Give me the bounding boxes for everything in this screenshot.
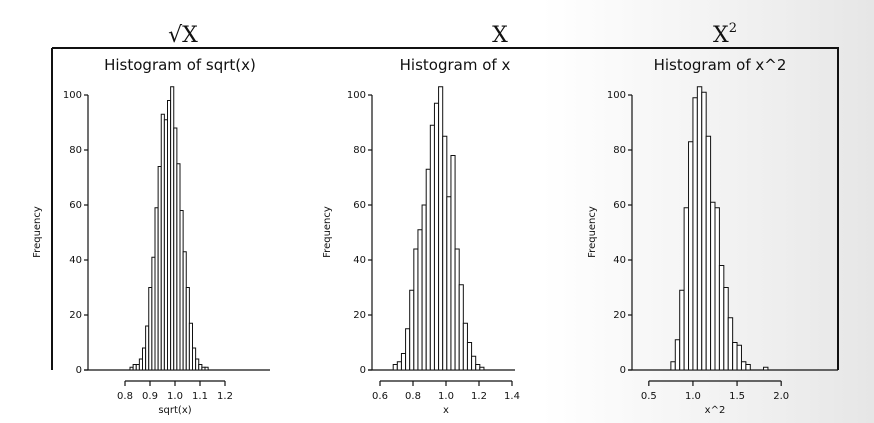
- top-label-sqrt: √X: [168, 23, 198, 48]
- histogram-bar: [204, 366, 209, 371]
- x-tick-label: 1.5: [729, 391, 745, 402]
- y-tick-label: 40: [69, 255, 82, 266]
- y-tick-label: 100: [607, 90, 626, 101]
- histogram-bar: [409, 289, 415, 371]
- histogram-bar: [710, 201, 716, 371]
- histogram-bar: [413, 248, 419, 371]
- top-label-x: X: [492, 23, 508, 48]
- x-tick-label: 1.2: [471, 391, 487, 402]
- y-tick-label: 20: [613, 310, 626, 321]
- chart-title: Histogram of x^2: [654, 56, 787, 74]
- panel-x: Histogram of x 0 20 40 60 80 100 Frequency 0.6 0…: [322, 56, 520, 416]
- x-tick-label: 1.0: [438, 391, 454, 402]
- figure-frame: [51, 47, 839, 370]
- y-tick-label: 20: [353, 310, 366, 321]
- histogram-bar: [450, 155, 456, 371]
- histogram-bar: [429, 124, 435, 371]
- panel-x-squared: Histogram of x^2 0 20 40 60 80 100 Frequency 0.…: [587, 56, 838, 416]
- chart-title: Histogram of sqrt(x): [104, 56, 256, 74]
- y-tick-label: 0: [360, 365, 366, 376]
- histogram-bar: [714, 207, 720, 371]
- y-tick-label: 40: [613, 255, 626, 266]
- y-axis-label: Frequency: [587, 206, 598, 258]
- histogram-bar: [696, 86, 703, 371]
- histogram-bar: [740, 361, 747, 371]
- histogram-bar: [392, 364, 398, 371]
- histogram-bar: [736, 344, 742, 371]
- histogram-bar: [723, 287, 729, 371]
- x-axis-label: sqrt(x): [158, 405, 191, 416]
- y-tick-label: 60: [353, 200, 366, 211]
- histogram-bar: [732, 342, 738, 371]
- top-labels: √X X X2: [168, 21, 737, 48]
- histogram-bar: [475, 364, 481, 371]
- x-tick-label: 1.0: [685, 391, 701, 402]
- x-tick-label: 0.9: [142, 391, 158, 402]
- histogram-bar: [421, 204, 427, 371]
- histogram-bar: [674, 339, 681, 371]
- histogram-bar: [454, 248, 460, 371]
- x-tick-label: 1.0: [167, 391, 183, 402]
- y-tick-label: 100: [63, 90, 82, 101]
- x-tick-label: 1.1: [192, 391, 208, 402]
- histogram-bar: [692, 97, 698, 371]
- histogram-bar: [763, 366, 769, 371]
- histogram-bar: [471, 355, 477, 371]
- x-tick-label: 1.2: [217, 391, 233, 402]
- histogram-bar: [479, 366, 485, 371]
- histogram-bar: [727, 317, 734, 371]
- histogram-bar: [417, 229, 423, 371]
- histogram-bar: [679, 289, 685, 371]
- x-tick-label: 0.8: [405, 391, 421, 402]
- histogram-bar: [683, 207, 690, 371]
- y-tick-label: 0: [76, 365, 82, 376]
- histogram-bar: [446, 196, 452, 371]
- histogram-bar: [438, 86, 444, 371]
- y-tick-label: 0: [620, 365, 626, 376]
- x-tick-label: 0.8: [117, 391, 133, 402]
- histogram-bar: [745, 364, 751, 371]
- histogram-bar: [405, 328, 411, 371]
- histogram-bar: [670, 361, 676, 371]
- y-tick-label: 20: [69, 310, 82, 321]
- histogram-bar: [718, 265, 725, 371]
- y-axis-label: Frequency: [32, 206, 43, 258]
- histogram-bar: [433, 102, 440, 371]
- histogram-bar: [396, 361, 402, 371]
- x-tick-label: 1.4: [504, 391, 520, 402]
- histogram-bar: [458, 284, 464, 371]
- x-tick-label: 2.0: [773, 391, 789, 402]
- histogram-bar: [188, 322, 193, 371]
- x-axis-label: x^2: [705, 405, 726, 416]
- x-tick-label: 0.5: [641, 391, 657, 402]
- histogram-bar: [688, 141, 694, 371]
- y-tick-label: 100: [347, 90, 366, 101]
- top-label-x-squared: X2: [713, 21, 737, 48]
- y-tick-label: 80: [353, 145, 366, 156]
- y-tick-label: 60: [69, 200, 82, 211]
- chart-title: Histogram of x: [400, 56, 511, 74]
- histogram-bar: [462, 322, 468, 371]
- histogram-bar: [442, 135, 448, 371]
- y-axis-label: Frequency: [322, 206, 333, 258]
- x-axis-label: x: [443, 405, 449, 416]
- y-tick-label: 60: [613, 200, 626, 211]
- panel-sqrt: Histogram of sqrt(x) 0 20 40 60 80 100 Frequen…: [32, 56, 270, 416]
- histogram-bar: [466, 342, 473, 371]
- y-tick-label: 80: [69, 145, 82, 156]
- histogram-bar: [400, 353, 407, 371]
- y-tick-label: 80: [613, 145, 626, 156]
- x-tick-label: 0.6: [372, 391, 388, 402]
- histogram-bar: [425, 168, 431, 371]
- y-tick-label: 40: [353, 255, 366, 266]
- histogram-bar: [701, 91, 707, 371]
- histogram-bar: [705, 135, 712, 371]
